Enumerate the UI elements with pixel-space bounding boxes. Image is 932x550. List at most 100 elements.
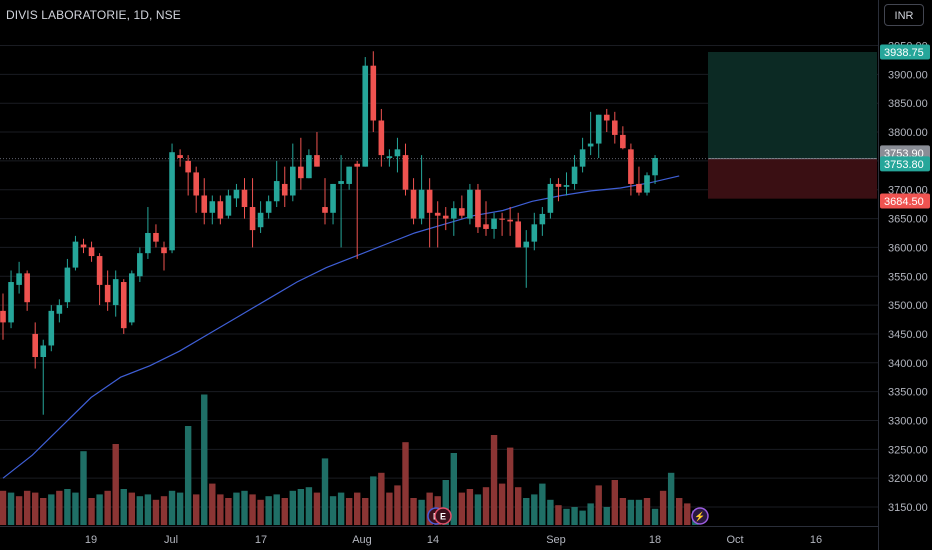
candle-body[interactable] bbox=[217, 201, 224, 219]
candle-body[interactable] bbox=[644, 175, 650, 193]
volume-bar bbox=[96, 494, 103, 525]
candle-body[interactable] bbox=[314, 155, 320, 167]
currency-button[interactable]: INR bbox=[884, 4, 924, 26]
candle-body[interactable] bbox=[177, 155, 183, 158]
candle-body[interactable] bbox=[8, 282, 14, 323]
candle-body[interactable] bbox=[442, 215, 449, 219]
candle-body[interactable] bbox=[257, 212, 264, 228]
symbol-title[interactable]: DIVIS LABORATORIE, 1D, NSE bbox=[6, 8, 181, 22]
candle-body[interactable] bbox=[451, 208, 457, 219]
candle-body[interactable] bbox=[402, 155, 409, 190]
candle-body[interactable] bbox=[362, 65, 369, 167]
candle-body[interactable] bbox=[72, 241, 79, 268]
candle-body[interactable] bbox=[547, 183, 554, 213]
candle-body[interactable] bbox=[64, 267, 71, 303]
candle-body[interactable] bbox=[56, 305, 63, 314]
candle-body[interactable] bbox=[499, 218, 505, 220]
candle-body[interactable] bbox=[88, 247, 95, 257]
candle-body[interactable] bbox=[491, 218, 497, 229]
candle-body[interactable] bbox=[80, 244, 87, 248]
candle-body[interactable] bbox=[201, 195, 208, 213]
candle-body[interactable] bbox=[483, 224, 489, 229]
candle-body[interactable] bbox=[555, 183, 562, 187]
candle-body[interactable] bbox=[24, 273, 30, 303]
stop-zone[interactable] bbox=[708, 158, 877, 199]
flash-event-icon[interactable]: ⚡ bbox=[691, 507, 709, 525]
candle-body[interactable] bbox=[209, 201, 216, 213]
candle-body[interactable] bbox=[322, 207, 328, 213]
candle-body[interactable] bbox=[225, 195, 232, 216]
candle-body[interactable] bbox=[281, 183, 288, 196]
candle-body[interactable] bbox=[579, 149, 586, 167]
candle-body[interactable] bbox=[16, 273, 22, 285]
candle-body[interactable] bbox=[330, 183, 336, 213]
candle-body[interactable] bbox=[346, 166, 352, 184]
volume-bar bbox=[209, 483, 216, 525]
candle-body[interactable] bbox=[241, 189, 248, 208]
volume-bar bbox=[152, 499, 160, 525]
candle-body[interactable] bbox=[507, 219, 513, 222]
candle-body[interactable] bbox=[426, 189, 433, 213]
candle-body[interactable] bbox=[48, 310, 55, 346]
candle-body[interactable] bbox=[265, 201, 272, 213]
candle-body[interactable] bbox=[120, 282, 127, 329]
volume-bar bbox=[362, 498, 369, 525]
candle-body[interactable] bbox=[418, 189, 425, 219]
candle-body[interactable] bbox=[145, 232, 151, 254]
candle-body[interactable] bbox=[193, 172, 199, 196]
candle-body[interactable] bbox=[410, 189, 417, 219]
price-tick-label: 3650.00 bbox=[888, 214, 928, 226]
candle-body[interactable] bbox=[434, 212, 441, 216]
candle-body[interactable] bbox=[112, 279, 119, 306]
candle-body[interactable] bbox=[628, 149, 634, 184]
candle-body[interactable] bbox=[515, 221, 521, 248]
candle-body[interactable] bbox=[129, 273, 135, 323]
earnings-event-icon[interactable]: E bbox=[434, 507, 452, 525]
candle-body[interactable] bbox=[378, 120, 385, 156]
candle-body[interactable] bbox=[587, 143, 594, 147]
candle-body[interactable] bbox=[0, 310, 6, 323]
volume-bar bbox=[426, 492, 433, 525]
candle-body[interactable] bbox=[459, 208, 465, 216]
candle-body[interactable] bbox=[40, 345, 47, 358]
candle-body[interactable] bbox=[338, 181, 344, 184]
candle-body[interactable] bbox=[137, 253, 143, 277]
candle-body[interactable] bbox=[370, 65, 377, 121]
candle-body[interactable] bbox=[298, 166, 304, 179]
candle-body[interactable] bbox=[233, 189, 240, 199]
candle-body[interactable] bbox=[394, 149, 401, 157]
candle-body[interactable] bbox=[153, 232, 159, 242]
time-tick-label: Oct bbox=[726, 534, 743, 546]
candle-body[interactable] bbox=[571, 166, 578, 184]
candle-body[interactable] bbox=[273, 181, 280, 202]
candle-body[interactable] bbox=[185, 160, 191, 173]
candle-body[interactable] bbox=[595, 114, 602, 144]
candle-body[interactable] bbox=[636, 183, 642, 193]
candle-body[interactable] bbox=[290, 166, 296, 196]
candle-body[interactable] bbox=[563, 185, 570, 187]
volume-bar bbox=[466, 489, 474, 525]
candle-body[interactable] bbox=[354, 163, 360, 167]
candle-body[interactable] bbox=[96, 256, 103, 285]
volume-bar bbox=[458, 492, 466, 525]
candle-body[interactable] bbox=[306, 155, 312, 179]
candle-body[interactable] bbox=[161, 247, 167, 254]
candle-body[interactable] bbox=[386, 156, 393, 158]
volume-bar bbox=[595, 485, 602, 525]
candle-body[interactable] bbox=[104, 284, 111, 303]
candle-body[interactable] bbox=[467, 189, 473, 219]
candle-body[interactable] bbox=[612, 120, 618, 135]
candle-body[interactable] bbox=[169, 152, 175, 251]
candle-body[interactable] bbox=[603, 114, 610, 121]
volume-bar bbox=[176, 492, 184, 525]
candle-body[interactable] bbox=[523, 241, 530, 248]
candle-body[interactable] bbox=[531, 224, 538, 242]
candle-body[interactable] bbox=[620, 134, 626, 149]
candle-body[interactable] bbox=[539, 213, 546, 225]
candle-body[interactable] bbox=[32, 333, 38, 358]
candle-body[interactable] bbox=[249, 207, 256, 231]
candle-body[interactable] bbox=[475, 189, 481, 228]
target-zone[interactable] bbox=[708, 51, 877, 159]
candle-body[interactable] bbox=[652, 157, 658, 176]
